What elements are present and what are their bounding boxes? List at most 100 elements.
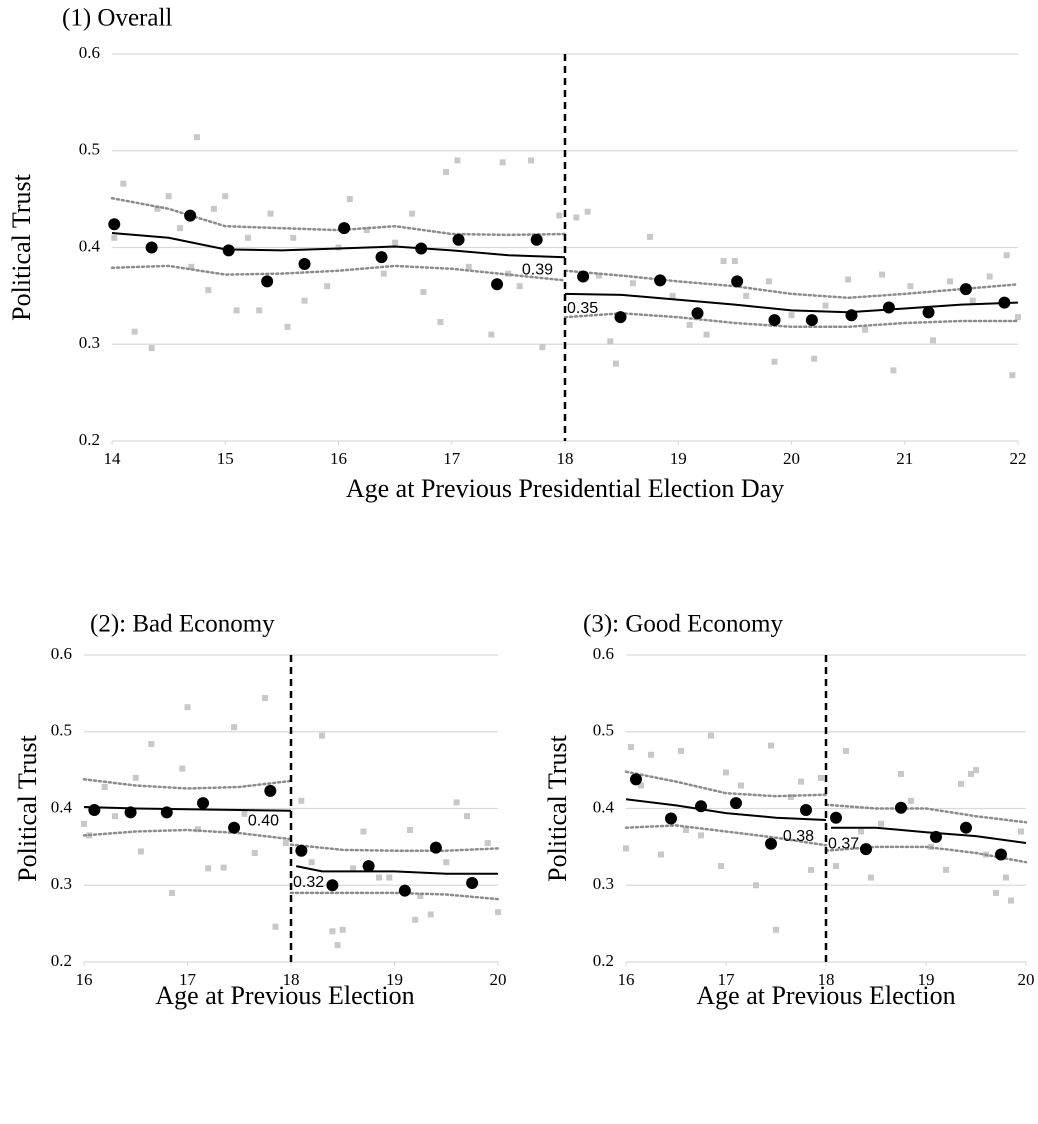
raw-point [205,287,212,294]
binned-mean [222,244,235,257]
confidence-band [624,770,828,798]
raw-point [878,820,884,827]
y-tick-label: 0.3 [593,874,614,893]
raw-point [584,208,591,215]
x-tick-label: 19 [918,970,935,989]
raw-point [969,297,976,304]
raw-point [176,225,183,232]
binned-mean [375,251,388,264]
raw-point [669,292,676,299]
raw-point [282,840,289,847]
cutoff-value-label: 0.40 [248,813,279,830]
binned-mean [145,241,158,254]
confidence-band [563,312,1020,329]
x-tick-label: 21 [896,449,913,468]
raw-point [986,273,993,280]
y-tick-label: 0.4 [79,236,101,255]
raw-point [833,863,839,870]
x-axis-label: Age at Previous Election [696,981,955,1010]
binned-mean [768,314,781,327]
raw-point [623,845,629,852]
fit-line [831,826,1027,844]
raw-point [708,732,714,739]
raw-point [678,747,684,754]
binned-mean [124,806,137,819]
raw-point [495,909,501,916]
raw-point [773,926,779,933]
raw-point [392,239,399,246]
panel: (2): Bad Economy Political Trust Age at Pr… [13,611,507,1010]
raw-point [298,797,305,804]
binned-mean [959,283,972,296]
raw-point [244,234,251,241]
x-tick-label: 17 [179,970,197,989]
raw-point [319,732,326,739]
raw-point [930,337,937,344]
binned-mean [452,233,465,246]
x-tick-label: 18 [818,970,835,989]
raw-point [184,704,191,711]
raw-point [308,859,315,866]
raw-point [898,770,904,777]
y-tick-label: 0.3 [51,874,72,893]
raw-point [723,769,729,776]
raw-point [1008,897,1014,904]
binned-mean [805,314,818,327]
x-tick-label: 19 [386,970,403,989]
raw-point [890,367,897,374]
raw-point [556,212,563,219]
raw-point [205,865,212,872]
raw-point [165,193,172,200]
raw-point [233,307,240,314]
x-tick-label: 17 [443,449,461,468]
raw-point [220,864,227,871]
binned-mean [730,797,742,810]
raw-point [231,724,238,731]
binned-mean [830,811,842,824]
binned-mean [960,821,972,834]
confidence-band [289,843,500,852]
raw-point [1003,252,1010,259]
raw-point [262,694,269,701]
raw-point [907,283,914,290]
raw-point [453,799,460,806]
binned-mean [491,278,504,291]
raw-point [443,859,450,866]
raw-point [788,793,794,800]
binned-mean [860,843,872,856]
panel-title: (1) Overall [62,5,172,32]
raw-point [771,358,778,365]
raw-point [845,276,852,283]
raw-point [386,874,393,881]
raw-point [528,157,535,164]
binned-mean [298,257,311,270]
raw-point [210,205,217,212]
binned-mean [398,884,411,897]
y-tick-label: 0.4 [51,797,73,816]
raw-point [753,882,759,889]
raw-point [132,774,139,781]
raw-point [148,345,155,352]
raw-point [720,258,727,265]
x-tick-label: 18 [283,970,300,989]
binned-mean [326,879,339,892]
raw-point [407,826,414,833]
raw-point [947,278,954,285]
raw-point [683,826,689,833]
raw-point [112,813,119,820]
raw-point [484,840,491,847]
fit-line [564,292,1019,314]
binned-mean [108,218,121,231]
x-tick-label: 19 [670,449,687,468]
binned-mean [630,773,642,786]
fit-line [295,865,498,875]
binned-mean [665,812,677,825]
binned-mean [197,797,210,810]
raw-point [168,889,175,896]
raw-point [375,874,382,881]
binned-mean [930,830,942,843]
raw-point [256,307,263,314]
x-tick-label: 16 [76,970,93,989]
raw-point [788,312,795,319]
